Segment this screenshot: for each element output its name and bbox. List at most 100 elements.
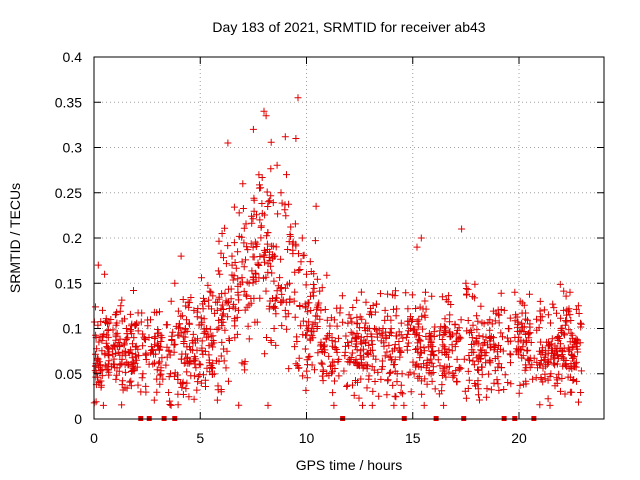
- data-point: [552, 347, 560, 355]
- data-point: [362, 361, 370, 369]
- data-point: [313, 325, 321, 332]
- data-point: [244, 322, 252, 330]
- data-point: [438, 381, 446, 389]
- data-point: [301, 345, 309, 353]
- chart-title: Day 183 of 2021, SRMTID for receiver ab4…: [212, 19, 485, 35]
- data-point: [441, 370, 449, 378]
- data-point: [412, 305, 420, 312]
- data-point: [511, 288, 519, 296]
- data-point: [134, 381, 142, 389]
- data-point: [98, 372, 106, 380]
- data-point: [418, 390, 426, 398]
- data-point: [383, 391, 391, 399]
- data-point: [325, 352, 333, 360]
- data-point: [384, 312, 392, 320]
- data-point: [348, 318, 356, 326]
- data-point: [307, 268, 315, 275]
- data-point: [547, 370, 555, 378]
- data-point: [306, 335, 314, 343]
- data-point: [526, 320, 534, 328]
- data-point: [282, 212, 290, 220]
- data-point: [420, 347, 428, 355]
- data-point: [524, 346, 532, 354]
- data-point: [231, 322, 239, 330]
- data-point: [438, 336, 446, 343]
- data-point: [457, 364, 465, 372]
- data-point: [122, 325, 130, 332]
- data-point: [373, 300, 380, 308]
- data-point: [486, 326, 494, 334]
- data-point: [385, 369, 393, 377]
- x-tick-label: 5: [196, 430, 204, 446]
- data-point: [353, 296, 361, 304]
- data-point: [471, 380, 479, 387]
- data-point: [474, 317, 482, 325]
- data-point: [495, 319, 503, 327]
- data-point: [404, 339, 412, 347]
- data-point: [177, 312, 185, 320]
- data-point: [233, 313, 241, 321]
- data-point: [396, 353, 404, 361]
- data-point: [354, 361, 362, 369]
- data-point: [530, 354, 538, 362]
- data-point: [99, 306, 106, 314]
- data-point: [536, 297, 544, 305]
- data-point: [239, 180, 247, 188]
- data-point: [221, 224, 229, 232]
- x-tick-label: 20: [511, 430, 527, 446]
- data-point: [208, 305, 215, 313]
- data-point: [303, 367, 311, 375]
- data-point: [504, 379, 512, 386]
- data-point: [415, 362, 423, 370]
- data-point: [118, 401, 126, 409]
- data-point: [387, 316, 395, 324]
- data-point: [318, 348, 326, 355]
- data-point: [450, 372, 458, 380]
- data-point: [463, 327, 471, 335]
- data-point: [278, 322, 286, 330]
- data-point: [377, 375, 385, 383]
- data-point: [409, 316, 416, 324]
- data-point: [544, 395, 552, 403]
- data-point: [524, 316, 531, 324]
- data-point: [216, 270, 224, 278]
- data-point: [263, 188, 271, 196]
- data-point: [392, 287, 399, 295]
- data-point: [377, 290, 384, 298]
- data-point: [113, 329, 121, 337]
- data-point: [388, 347, 396, 355]
- data-point: [563, 318, 571, 326]
- data-point: [482, 393, 490, 401]
- data-point: [297, 322, 305, 330]
- data-point: [304, 299, 312, 307]
- data-point: [265, 254, 273, 261]
- data-point: [137, 388, 145, 396]
- data-point: [240, 263, 248, 271]
- data-point: [258, 174, 266, 181]
- data-point: [344, 339, 352, 346]
- data-point: [553, 334, 561, 342]
- x-tick-label: 0: [90, 430, 98, 446]
- data-point: [251, 269, 259, 277]
- data-point: [475, 391, 482, 399]
- data-point: [318, 372, 326, 380]
- data-point: [314, 349, 322, 357]
- data-point: [317, 338, 325, 346]
- data-point: [101, 270, 109, 278]
- data-point: [271, 297, 279, 305]
- data-point: [113, 308, 121, 316]
- data-point: [271, 252, 279, 260]
- data-point: [397, 319, 405, 327]
- data-point: [277, 189, 285, 197]
- data-point: [291, 313, 299, 321]
- data-point: [263, 232, 271, 240]
- data-point: [310, 284, 318, 292]
- data-point: [174, 307, 182, 315]
- data-point: [511, 334, 519, 341]
- data-point: [218, 230, 226, 237]
- data-point: [119, 386, 127, 394]
- data-point: [139, 370, 147, 378]
- data-point: [453, 355, 461, 363]
- data-point: [133, 363, 141, 371]
- data-point: [177, 379, 185, 387]
